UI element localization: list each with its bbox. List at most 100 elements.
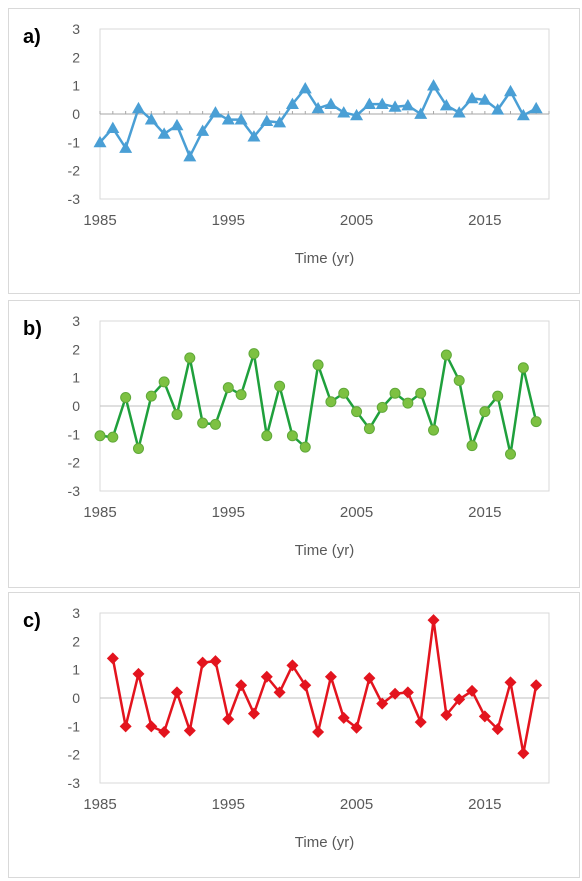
chart-b-svg: b) -3 -2 -1 0 1 2 3 1985 1995 2005 2015 Time (yr) — [23, 313, 550, 559]
data-point — [440, 349, 452, 361]
data-point — [388, 100, 402, 112]
data-point — [530, 416, 542, 428]
x-tick-label: 2015 — [468, 504, 501, 521]
data-point — [439, 99, 453, 111]
data-point — [184, 352, 196, 364]
data-point — [376, 401, 388, 413]
y-tick-label: -3 — [68, 775, 81, 791]
data-point — [529, 101, 543, 114]
data-point — [247, 707, 260, 720]
data-point — [222, 382, 234, 394]
x-tick-label: 2005 — [340, 504, 373, 521]
data-point — [144, 113, 158, 125]
data-point — [119, 720, 132, 733]
data-point — [311, 101, 325, 114]
data-point — [337, 106, 351, 118]
data-point — [376, 697, 389, 710]
x-tick-label: 2015 — [468, 796, 501, 813]
chart-panel-c: c) -3 -2 -1 0 1 2 3 1985 1995 2005 2015 Time (yr) — [8, 592, 580, 878]
data-point — [428, 424, 440, 436]
data-point — [324, 670, 337, 683]
data-point — [478, 710, 491, 723]
y-tick-label: 2 — [72, 49, 80, 65]
y-tick-label: 1 — [72, 370, 80, 386]
data-point — [286, 430, 298, 442]
y-tick-label: 3 — [72, 313, 80, 329]
data-point — [285, 97, 299, 109]
data-point — [517, 362, 529, 374]
x-tick-label: 1985 — [83, 504, 116, 521]
data-point — [415, 387, 427, 399]
data-point — [208, 106, 222, 118]
data-point — [106, 121, 120, 134]
y-tick-label: 0 — [72, 106, 80, 122]
data-point — [93, 135, 107, 148]
data-point — [235, 389, 247, 401]
y-tick-label: 3 — [72, 21, 80, 37]
y-tick-label: -3 — [68, 483, 81, 499]
y-tick-label: 1 — [72, 662, 80, 678]
y-tick-label: 1 — [72, 78, 80, 94]
y-tick-label: 0 — [72, 690, 80, 706]
data-point — [491, 723, 504, 736]
x-tick-label: 1985 — [83, 796, 116, 813]
series-line-c — [111, 618, 538, 755]
x-tick-label: 2005 — [340, 212, 373, 229]
data-point — [107, 431, 119, 443]
y-tick-label: -2 — [68, 455, 81, 471]
data-point — [414, 716, 427, 729]
data-point — [209, 418, 221, 430]
data-point — [132, 667, 145, 680]
data-point — [145, 720, 158, 733]
data-point — [234, 113, 248, 125]
data-point — [401, 686, 414, 699]
data-point — [158, 726, 171, 738]
data-point — [299, 441, 311, 453]
data-point — [492, 390, 504, 402]
data-point — [453, 375, 465, 386]
y-tick-label: 3 — [72, 605, 80, 621]
data-point — [389, 387, 401, 399]
data-point — [504, 84, 518, 97]
data-point — [337, 711, 350, 724]
chart-a-svg: a) -3 -2 -1 0 1 2 3 1985 1995 2005 2015 Time (yr) — [23, 21, 550, 267]
data-point — [119, 141, 133, 153]
chart-panel-a: a) -3 -2 -1 0 1 2 3 1985 1995 2005 2015 Time (yr) — [8, 8, 580, 294]
y-tick-label: -2 — [68, 163, 81, 179]
data-point — [273, 116, 287, 128]
data-point — [299, 679, 312, 692]
data-point — [505, 448, 517, 460]
data-point — [260, 114, 274, 126]
data-point — [362, 97, 376, 109]
data-point — [427, 79, 441, 91]
y-tick-label: -1 — [68, 134, 81, 150]
data-point — [401, 99, 415, 111]
data-point — [261, 430, 273, 442]
data-point — [248, 348, 260, 360]
data-point — [312, 726, 325, 738]
x-tick-label: 1995 — [212, 212, 245, 229]
y-tick-label: 2 — [72, 341, 80, 357]
y-tick-label: -3 — [68, 191, 81, 207]
data-point — [427, 614, 440, 627]
y-tick-label: -2 — [68, 747, 81, 763]
data-point — [120, 392, 132, 403]
data-point — [351, 406, 363, 418]
data-point — [325, 396, 337, 408]
data-point — [324, 97, 338, 109]
data-point — [517, 747, 530, 760]
data-point — [389, 687, 402, 700]
x-tick-label: 2005 — [340, 796, 373, 813]
x-tick-label: 1995 — [212, 796, 245, 813]
data-point — [338, 387, 350, 399]
data-point — [350, 721, 363, 734]
data-point — [196, 656, 209, 669]
data-point — [298, 82, 312, 94]
data-point — [221, 113, 235, 125]
data-point — [414, 107, 428, 119]
data-point — [363, 672, 376, 685]
x-tick-label: 1985 — [83, 212, 116, 229]
x-tick-label: 1995 — [212, 504, 245, 521]
data-point — [183, 150, 197, 162]
data-point — [131, 101, 145, 114]
